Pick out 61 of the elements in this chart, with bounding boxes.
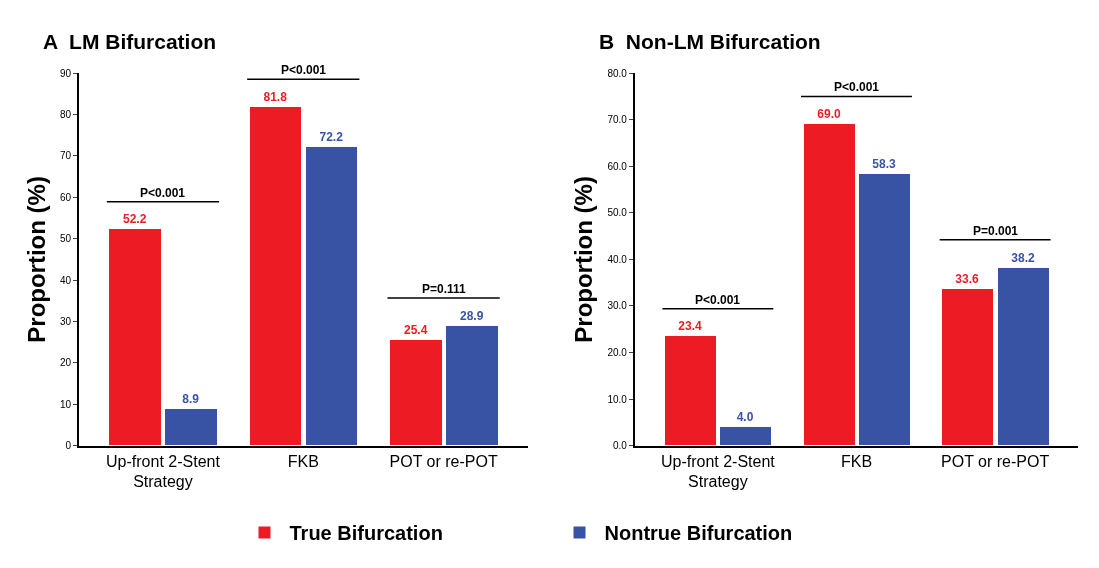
y-tick-label: 0 bbox=[65, 440, 72, 452]
y-tick-label: 30 bbox=[59, 315, 72, 327]
y-tick-label: 20 bbox=[59, 357, 72, 369]
x-tick-label: Up-front 2-Stent Strategy bbox=[660, 452, 776, 491]
bar bbox=[108, 229, 161, 446]
x-tick-label: POT or re-POT bbox=[389, 452, 498, 470]
data-label: 4.0 bbox=[736, 410, 754, 425]
y-tick-label: 0.0 bbox=[613, 440, 628, 452]
bar bbox=[389, 340, 442, 446]
bar bbox=[664, 336, 716, 446]
bar bbox=[941, 289, 993, 446]
annotation: P<0.001 bbox=[140, 186, 186, 200]
y-tick-label: 60 bbox=[59, 191, 72, 203]
y-tick-label: 40 bbox=[59, 274, 72, 286]
annotation: P<0.001 bbox=[695, 293, 741, 307]
y-tick-label: 10 bbox=[59, 398, 72, 410]
y-tick-label: 30.0 bbox=[607, 300, 628, 312]
data-label: 25.4 bbox=[403, 323, 428, 338]
y-tick-label: 70.0 bbox=[607, 114, 628, 126]
y-tick-label: 50.0 bbox=[607, 207, 628, 219]
y-tick-label: 40.0 bbox=[607, 253, 628, 265]
chart-title: A LM Bifurcation bbox=[43, 30, 217, 53]
legend-label: Nontrue Bifurcation bbox=[604, 522, 793, 545]
bar bbox=[305, 147, 357, 446]
data-label: 23.4 bbox=[678, 319, 703, 334]
annotation: P<0.001 bbox=[281, 63, 327, 77]
data-label: 69.0 bbox=[817, 107, 842, 122]
data-label: 58.3 bbox=[872, 157, 897, 172]
bar bbox=[445, 326, 498, 446]
annotation: P<0.001 bbox=[834, 80, 880, 94]
data-label: 81.8 bbox=[263, 90, 288, 105]
x-tick-label: Up-front 2-Stent Strategy bbox=[106, 452, 221, 491]
y-tick-label: 10.0 bbox=[607, 393, 628, 405]
bar bbox=[164, 409, 217, 446]
legend-label: True Bifurcation bbox=[289, 522, 443, 545]
data-label: 28.9 bbox=[459, 309, 484, 324]
bar bbox=[803, 124, 855, 446]
data-label: 8.9 bbox=[182, 392, 200, 407]
x-tick-label: POT or re-POT bbox=[941, 452, 1050, 470]
y-tick-label: 80.0 bbox=[607, 67, 628, 79]
x-tick-label: FKB bbox=[287, 452, 319, 470]
y-tick-label: 60.0 bbox=[607, 160, 628, 172]
x-tick-label: FKB bbox=[840, 452, 873, 470]
data-label: 72.2 bbox=[319, 130, 344, 145]
bar bbox=[249, 107, 301, 446]
bar bbox=[997, 268, 1049, 446]
y-tick-label: 70 bbox=[59, 150, 72, 162]
y-tick-label: 80 bbox=[59, 109, 72, 121]
y-tick-label: 90 bbox=[59, 67, 72, 79]
data-label: 52.2 bbox=[122, 212, 147, 227]
annotation: P=0.111 bbox=[422, 282, 467, 296]
bar bbox=[858, 174, 910, 446]
y-axis-title: Proportion (%) bbox=[22, 176, 50, 343]
chart-title: B Non-LM Bifurcation bbox=[599, 30, 821, 53]
y-axis-title: Proportion (%) bbox=[570, 176, 598, 343]
y-tick-label: 20.0 bbox=[607, 347, 628, 358]
data-label: 33.6 bbox=[955, 272, 980, 287]
y-tick-label: 50 bbox=[59, 233, 72, 245]
bar bbox=[719, 427, 771, 446]
annotation: P=0.001 bbox=[973, 224, 1019, 238]
data-label: 38.2 bbox=[1011, 251, 1036, 266]
